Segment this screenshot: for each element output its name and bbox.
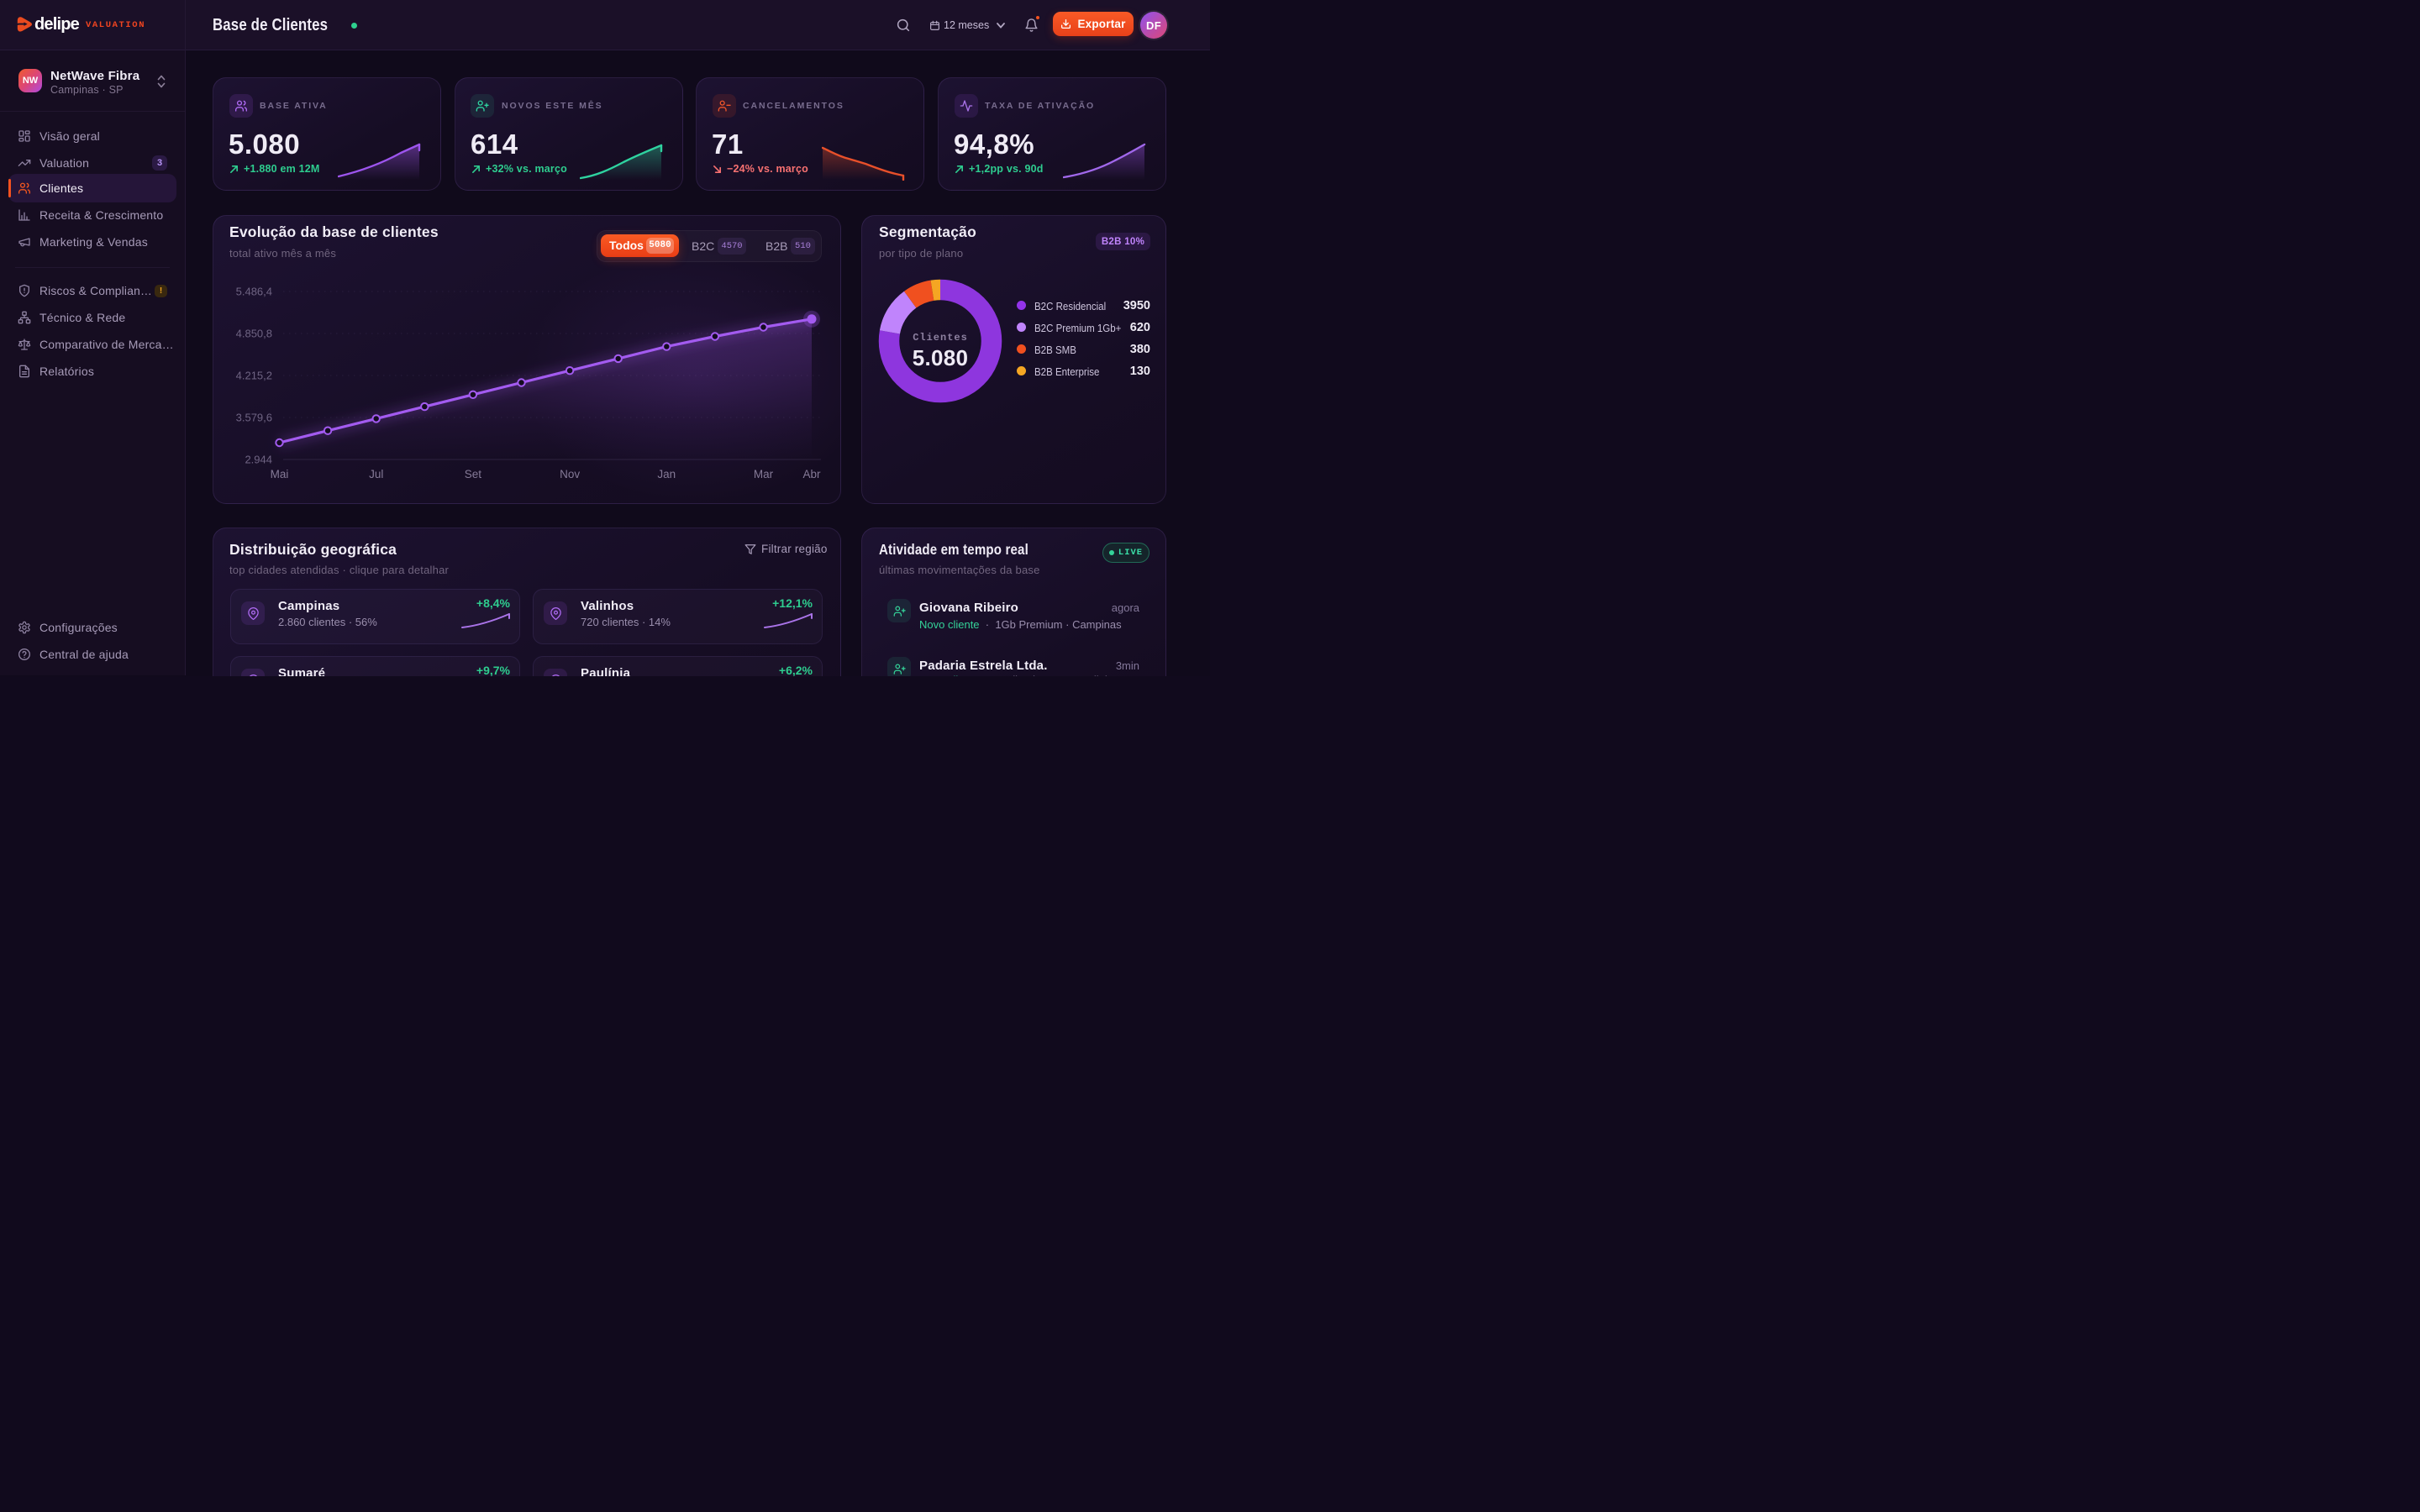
svg-text:Jul: Jul	[369, 468, 383, 480]
svg-text:Abr: Abr	[802, 468, 821, 480]
svg-text:5.486,4: 5.486,4	[236, 286, 272, 298]
svg-text:Jan: Jan	[657, 468, 676, 480]
svg-text:Nov: Nov	[560, 468, 580, 480]
svg-text:4.215,2: 4.215,2	[236, 370, 272, 382]
svg-text:2.944: 2.944	[245, 454, 272, 466]
svg-text:Mai: Mai	[271, 468, 289, 480]
svg-text:Mar: Mar	[754, 468, 774, 480]
svg-text:4.850,8: 4.850,8	[236, 328, 272, 340]
svg-text:Set: Set	[465, 468, 482, 480]
svg-text:3.579,6: 3.579,6	[236, 412, 272, 424]
